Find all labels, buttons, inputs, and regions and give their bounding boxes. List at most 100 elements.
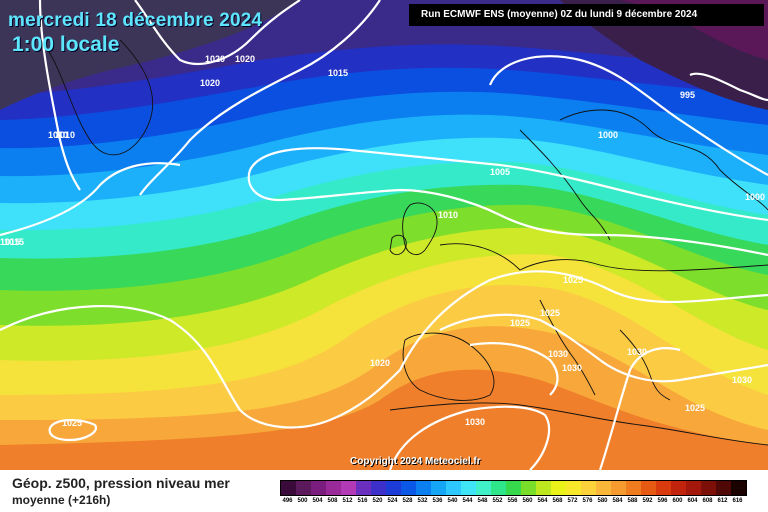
scale-label: 508 xyxy=(327,498,338,504)
scale-swatch xyxy=(536,481,551,495)
isobar-labels: 1020 1020 1020 1015 1010 1015 1005 1010 1000 995 1… xyxy=(0,54,765,428)
scale-swatch xyxy=(296,481,311,495)
scale-label: 544 xyxy=(462,498,473,504)
color-scale xyxy=(280,480,747,496)
ireland-coast xyxy=(389,234,407,256)
scale-label: 600 xyxy=(672,498,683,504)
scale-label: 516 xyxy=(357,498,368,504)
scale-label: 524 xyxy=(387,498,398,504)
scale-swatch xyxy=(416,481,431,495)
scale-label: 596 xyxy=(657,498,668,504)
greenland-coast xyxy=(39,39,154,156)
isobar-1015-west xyxy=(0,162,181,237)
balkans-coast xyxy=(619,329,671,401)
isobar-1005 xyxy=(249,147,768,222)
scale-label: 504 xyxy=(312,498,323,504)
isobar-label: 1015 xyxy=(4,237,24,247)
isobar-label: 1010 xyxy=(438,210,458,220)
isobar-label: 1010 xyxy=(48,130,68,140)
weather-map: 1020 1020 1020 1015 1010 1015 1005 1010 1000 995 1… xyxy=(0,0,768,470)
isobar-1025-closed xyxy=(48,419,98,442)
forecast-date: mercredi 18 décembre 2024 xyxy=(8,10,263,31)
copyright: Copyright 2024 Meteociel.fr xyxy=(350,456,481,467)
isobar-label: 1025 xyxy=(510,318,530,328)
scale-label: 576 xyxy=(582,498,593,504)
isobar-1010-greenland xyxy=(38,0,81,191)
isobar-label: 1030 xyxy=(548,349,568,359)
scale-swatch xyxy=(356,481,371,495)
scale-label: 540 xyxy=(447,498,458,504)
scale-label: 572 xyxy=(567,498,578,504)
isobar-label: 1010 xyxy=(55,130,75,140)
isobar-label: 1000 xyxy=(598,130,618,140)
scale-label: 500 xyxy=(297,498,308,504)
isobar-label: 1030 xyxy=(465,417,485,427)
europe-north-coast xyxy=(439,243,768,272)
scale-label: 496 xyxy=(282,498,293,504)
iberia-coast xyxy=(402,332,495,401)
color-scale-labels: 496 500 504 508 512 516 520 524 528 532 536 540 544 5… xyxy=(280,498,745,504)
scale-swatch xyxy=(626,481,641,495)
isobar-1020-top xyxy=(134,0,301,65)
isobar-label: 1025 xyxy=(62,418,82,428)
scale-label: 560 xyxy=(522,498,533,504)
isobar-label: 1025 xyxy=(563,275,583,285)
scale-swatch xyxy=(446,481,461,495)
scale-swatch xyxy=(506,481,521,495)
scale-swatch xyxy=(611,481,626,495)
scale-swatch xyxy=(371,481,386,495)
scale-swatch xyxy=(461,481,476,495)
scale-swatch xyxy=(341,481,356,495)
scale-swatch xyxy=(716,481,731,495)
isobar-label: 1015 xyxy=(0,237,20,247)
scale-label: 616 xyxy=(732,498,743,504)
run-info: Run ECMWF ENS (moyenne) 0Z du lundi 9 dé… xyxy=(409,4,764,26)
scale-label: 584 xyxy=(612,498,623,504)
coastlines xyxy=(39,39,768,446)
parameter-title: Géop. z500, pression niveau mer xyxy=(12,475,230,491)
isobar-label: 1025 xyxy=(685,403,705,413)
isobar-label: 1020 xyxy=(235,54,255,64)
scale-label: 612 xyxy=(717,498,728,504)
isobar-label: 1000 xyxy=(745,192,765,202)
scale-swatch xyxy=(731,481,746,495)
isobar-1030-south xyxy=(388,405,550,470)
isobar-label: 1030 xyxy=(562,363,582,373)
scale-label: 592 xyxy=(642,498,653,504)
isobar-1030-inner xyxy=(469,342,559,396)
isobar-label: 1025 xyxy=(540,308,560,318)
isobar-1010 xyxy=(247,169,768,257)
scale-label: 608 xyxy=(702,498,713,504)
scale-label: 564 xyxy=(537,498,548,504)
isobar-1000 xyxy=(488,55,768,176)
scale-label: 580 xyxy=(597,498,608,504)
isobar-1015-north xyxy=(139,0,381,196)
scale-swatch xyxy=(326,481,341,495)
scale-swatch xyxy=(551,481,566,495)
britain-coast xyxy=(402,202,438,256)
isobar-label: 1030 xyxy=(627,347,647,357)
scale-label: 548 xyxy=(477,498,488,504)
scale-swatch xyxy=(641,481,656,495)
isobars xyxy=(0,0,768,470)
isobar-1030-east xyxy=(598,347,681,470)
isobar-995 xyxy=(689,72,768,102)
isobar-label: 995 xyxy=(680,90,695,100)
isobar-1020-south xyxy=(0,304,401,429)
scale-swatch xyxy=(671,481,686,495)
isobar-label: 1020 xyxy=(370,358,390,368)
scale-swatch xyxy=(521,481,536,495)
scale-label: 512 xyxy=(342,498,353,504)
italy-coast xyxy=(539,299,596,396)
isobar-label: 1020 xyxy=(205,54,225,64)
scale-swatch xyxy=(281,481,296,495)
isobar-label: 1030 xyxy=(732,375,752,385)
band-greyviolet-left xyxy=(0,0,300,110)
scale-label: 532 xyxy=(417,498,428,504)
scale-label: 520 xyxy=(372,498,383,504)
legend-panel: Géop. z500, pression niveau mer moyenne … xyxy=(0,470,768,512)
scale-swatch xyxy=(401,481,416,495)
scale-swatch xyxy=(386,481,401,495)
scale-label: 568 xyxy=(552,498,563,504)
scale-label: 528 xyxy=(402,498,413,504)
